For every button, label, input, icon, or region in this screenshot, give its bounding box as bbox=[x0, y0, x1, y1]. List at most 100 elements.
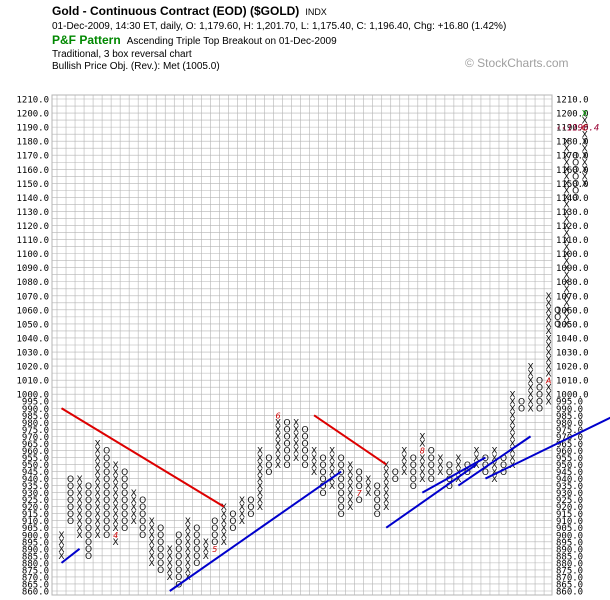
o-box: O bbox=[302, 454, 309, 464]
o-box: O bbox=[193, 531, 200, 541]
o-box: O bbox=[374, 503, 381, 513]
y-tick-left: 880.0 bbox=[22, 559, 49, 569]
x-box: X bbox=[509, 398, 515, 408]
y-tick-right: 990.0 bbox=[556, 405, 583, 415]
x-box: X bbox=[275, 426, 281, 436]
x-box: X bbox=[113, 468, 119, 478]
y-tick-left: 1040.0 bbox=[16, 334, 49, 344]
x-box: X bbox=[167, 552, 173, 562]
y-tick-right: 900.0 bbox=[556, 531, 583, 541]
o-box: O bbox=[572, 166, 579, 176]
x-box: X bbox=[383, 482, 389, 492]
x-box: X bbox=[311, 461, 317, 471]
x-box: X bbox=[167, 559, 173, 569]
x-box: X bbox=[437, 454, 443, 464]
o-box: O bbox=[446, 468, 453, 478]
x-box: X bbox=[221, 510, 227, 520]
x-box: X bbox=[347, 496, 353, 506]
x-box: X bbox=[167, 545, 173, 555]
o-box: O bbox=[320, 468, 327, 478]
x-box: X bbox=[546, 369, 552, 379]
x-box: X bbox=[221, 531, 227, 541]
x-box: X bbox=[455, 475, 461, 485]
o-box: O bbox=[121, 482, 128, 492]
x-box: X bbox=[149, 559, 155, 569]
y-tick-right: 1180.0 bbox=[556, 138, 589, 148]
symbol-tag: INDX bbox=[305, 7, 327, 17]
x-box: X bbox=[113, 524, 119, 534]
y-tick-right: 1070.0 bbox=[556, 292, 589, 302]
month-marker: 4 bbox=[113, 531, 118, 540]
o-box: O bbox=[446, 475, 453, 485]
y-tick-left: 975.0 bbox=[22, 426, 49, 436]
resistance-trendline bbox=[60, 407, 225, 508]
y-tick-left: 970.0 bbox=[22, 433, 49, 443]
o-box: O bbox=[338, 461, 345, 471]
y-tick-right: 870.0 bbox=[556, 573, 583, 583]
o-box: O bbox=[338, 503, 345, 513]
x-box: X bbox=[419, 468, 425, 478]
x-box: X bbox=[347, 475, 353, 485]
x-box: X bbox=[167, 566, 173, 576]
x-box: X bbox=[58, 538, 64, 548]
o-box: O bbox=[338, 496, 345, 506]
y-tick-left: 990.0 bbox=[22, 405, 49, 415]
y-tick-right: 965.0 bbox=[556, 440, 583, 450]
x-box: X bbox=[509, 454, 515, 464]
o-box: O bbox=[67, 510, 74, 520]
o-box: O bbox=[283, 433, 290, 443]
o-box: O bbox=[139, 503, 146, 513]
o-box: O bbox=[500, 461, 507, 471]
o-box: O bbox=[157, 538, 164, 548]
x-box: X bbox=[564, 257, 570, 267]
o-box: O bbox=[374, 489, 381, 499]
o-box: O bbox=[446, 482, 453, 492]
x-box: X bbox=[473, 461, 479, 471]
o-box: O bbox=[500, 454, 507, 464]
y-tick-right: 890.0 bbox=[556, 545, 583, 555]
o-box: O bbox=[518, 398, 525, 408]
y-tick-left: 1000.0 bbox=[16, 391, 49, 401]
y-tick-left: 1180.0 bbox=[16, 138, 49, 148]
o-box: O bbox=[446, 461, 453, 471]
x-box: X bbox=[113, 475, 119, 485]
o-box: O bbox=[265, 468, 272, 478]
x-box: X bbox=[527, 362, 533, 372]
x-box: X bbox=[76, 489, 82, 499]
o-box: O bbox=[193, 545, 200, 555]
o-box: O bbox=[283, 454, 290, 464]
x-box: X bbox=[546, 348, 552, 358]
support-trendline bbox=[485, 416, 610, 480]
x-box: X bbox=[131, 503, 137, 513]
o-box: O bbox=[67, 496, 74, 506]
o-box: O bbox=[554, 306, 561, 316]
y-tick-right: 860.0 bbox=[556, 588, 583, 598]
x-box: X bbox=[347, 461, 353, 471]
x-box: X bbox=[564, 137, 570, 147]
x-box: X bbox=[257, 447, 263, 457]
x-box: X bbox=[455, 454, 461, 464]
o-box: O bbox=[103, 531, 110, 541]
x-box: X bbox=[546, 313, 552, 323]
o-box: O bbox=[536, 405, 543, 415]
x-box: X bbox=[564, 292, 570, 302]
x-box: X bbox=[239, 510, 245, 520]
y-tick-left: 865.0 bbox=[22, 580, 49, 590]
month-marker: C bbox=[582, 123, 588, 132]
x-box: X bbox=[329, 468, 335, 478]
x-box: X bbox=[185, 538, 191, 548]
x-box: X bbox=[257, 503, 263, 513]
y-tick-left: 985.0 bbox=[22, 412, 49, 422]
x-box: X bbox=[113, 482, 119, 492]
y-tick-right: 925.0 bbox=[556, 496, 583, 506]
x-box: X bbox=[564, 215, 570, 225]
y-tick-left: 1070.0 bbox=[16, 292, 49, 302]
x-box: X bbox=[185, 545, 191, 555]
x-box: X bbox=[95, 440, 101, 450]
o-box: O bbox=[157, 545, 164, 555]
o-box: O bbox=[85, 531, 92, 541]
y-tick-right: 940.0 bbox=[556, 475, 583, 485]
x-box: X bbox=[113, 496, 119, 506]
o-box: O bbox=[247, 503, 254, 513]
